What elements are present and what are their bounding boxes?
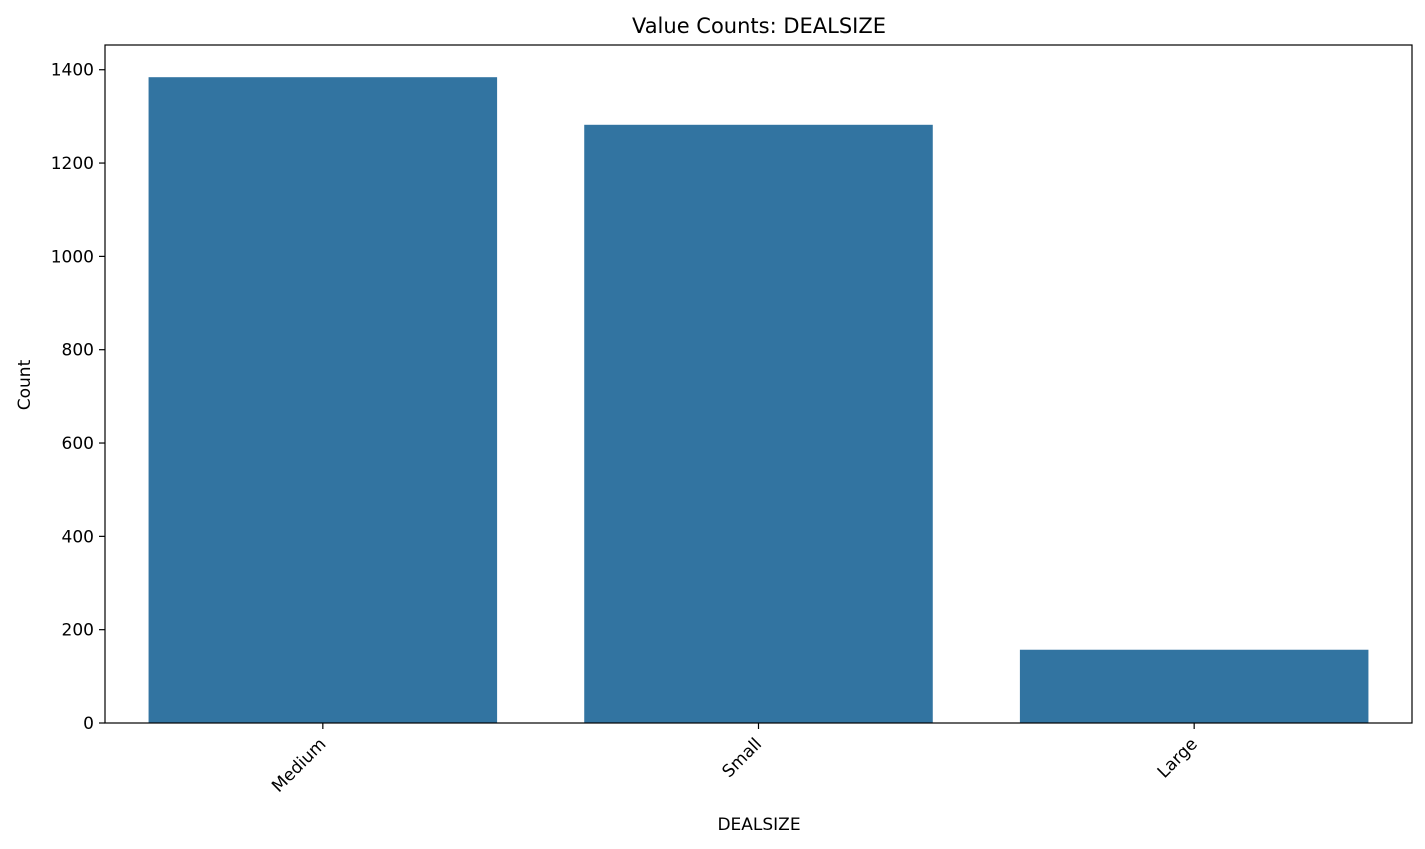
plot-frame <box>104 44 1413 724</box>
y-tick-label: 1200 <box>51 154 94 174</box>
x-tick-label: Small <box>719 734 767 782</box>
y-tick-label: 1000 <box>51 247 94 267</box>
y-tick-label: 600 <box>62 434 94 454</box>
bar-large <box>1019 649 1369 723</box>
x-axis-ticks: Medium Small Large <box>268 723 1202 797</box>
bars-group <box>148 77 1369 723</box>
x-tick-label: Large <box>1154 734 1202 782</box>
x-axis-label: DEALSIZE <box>717 815 800 835</box>
y-axis-ticks: 0 200 400 600 800 1000 1200 1400 <box>51 61 105 734</box>
y-tick-label: 1400 <box>51 61 94 81</box>
y-tick-label: 400 <box>62 527 94 547</box>
chart-title: Value Counts: DEALSIZE <box>632 14 886 38</box>
y-tick-label: 0 <box>83 714 94 734</box>
y-axis-label: Count <box>15 359 35 410</box>
y-tick-label: 800 <box>62 341 94 361</box>
x-tick-label: Medium <box>268 734 330 796</box>
bar-medium <box>148 77 498 723</box>
y-tick-label: 200 <box>62 621 94 641</box>
bar-small <box>584 124 933 723</box>
